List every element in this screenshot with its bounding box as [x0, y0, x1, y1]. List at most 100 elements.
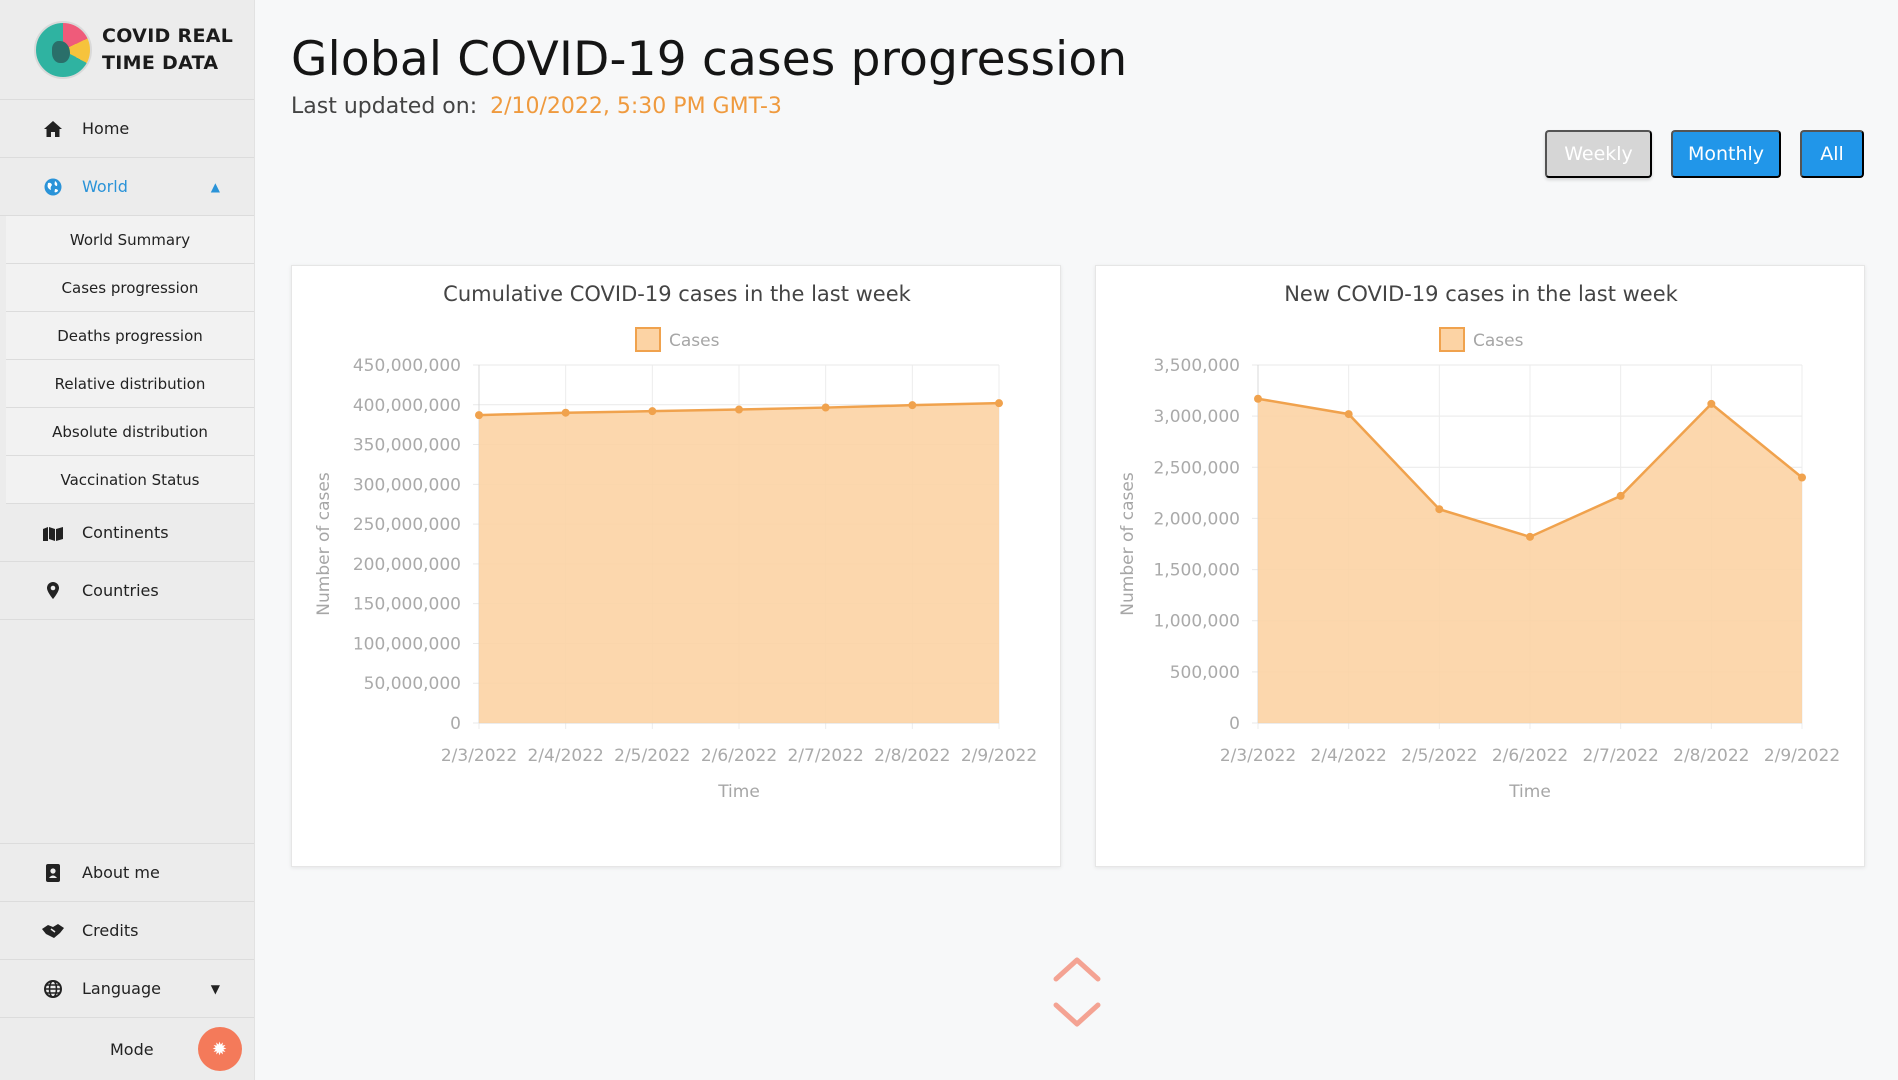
- data-point[interactable]: [1616, 491, 1625, 500]
- all-button[interactable]: All: [1800, 130, 1864, 178]
- data-point[interactable]: [735, 405, 743, 414]
- data-point[interactable]: [908, 401, 917, 410]
- sidebar-item-label: World: [82, 177, 128, 196]
- legend-label: Cases: [669, 331, 720, 351]
- y-tick-label: 250,000,000: [353, 515, 461, 535]
- data-point[interactable]: [1707, 399, 1716, 408]
- brand-line-2: TIME DATA: [102, 51, 219, 74]
- scroll-down-icon[interactable]: [1053, 1002, 1101, 1027]
- chart-legend[interactable]: Cases: [1439, 327, 1524, 352]
- y-tick-label: 1,000,000: [1153, 612, 1240, 632]
- sidebar-subitem-relative-distribution[interactable]: Relative distribution: [6, 360, 254, 408]
- monthly-button[interactable]: Monthly: [1671, 130, 1781, 178]
- y-tick-label: 150,000,000: [353, 595, 461, 615]
- x-tick-label: 2/8/2022: [1673, 746, 1749, 766]
- sidebar-item-language[interactable]: Language ▼: [0, 960, 254, 1018]
- x-tick-label: 2/6/2022: [701, 746, 777, 766]
- brand-logo[interactable]: COVID REAL TIME DATA: [0, 0, 254, 100]
- contact-card-icon: [42, 863, 64, 882]
- y-tick-label: 400,000,000: [353, 396, 461, 416]
- cumulative-cases-chart-card: Cumulative COVID-19 cases in the last we…: [291, 265, 1061, 867]
- y-tick-label: 2,500,000: [1153, 458, 1240, 478]
- sidebar-item-label: Credits: [82, 921, 139, 940]
- data-point[interactable]: [1798, 473, 1806, 482]
- y-tick-label: 2,000,000: [1153, 509, 1240, 529]
- legend-swatch: [1439, 327, 1465, 352]
- x-tick-label: 2/4/2022: [527, 746, 603, 766]
- sidebar-item-label: Countries: [82, 581, 159, 600]
- x-tick-label: 2/6/2022: [1492, 746, 1568, 766]
- home-icon: [42, 120, 64, 137]
- sidebar-subitem-deaths-progression[interactable]: Deaths progression: [6, 312, 254, 360]
- sidebar-item-continents[interactable]: Continents: [0, 504, 254, 562]
- caret-down-icon: ▼: [210, 981, 220, 996]
- sidebar-item-home[interactable]: Home: [0, 100, 254, 158]
- cumulative-cases-chart: Cumulative COVID-19 cases in the last we…: [314, 282, 1037, 802]
- x-tick-label: 2/8/2022: [874, 746, 950, 766]
- series-area: [479, 403, 999, 723]
- x-tick-label: 2/7/2022: [787, 746, 863, 766]
- y-tick-label: 500,000: [1170, 663, 1240, 683]
- brand-name: COVID REAL TIME DATA: [102, 23, 233, 77]
- x-tick-label: 2/4/2022: [1310, 746, 1386, 766]
- chart-legend[interactable]: Cases: [635, 327, 720, 352]
- last-updated-label: Last updated on:: [291, 94, 478, 119]
- sidebar-bottom: About me Credits Language ▼ Mode ✹: [0, 843, 254, 1080]
- x-tick-label: 2/9/2022: [1764, 746, 1840, 766]
- x-tick-label: 2/3/2022: [1220, 746, 1296, 766]
- sidebar-item-about-me[interactable]: About me: [0, 844, 254, 902]
- data-point[interactable]: [475, 411, 483, 420]
- sidebar-subitem-vaccination-status[interactable]: Vaccination Status: [6, 456, 254, 504]
- chart-title: New COVID-19 cases in the last week: [1284, 282, 1678, 306]
- page-title: Global COVID-19 cases progression: [291, 32, 1128, 87]
- sidebar-item-label: Continents: [82, 523, 169, 542]
- sidebar-item-countries[interactable]: Countries: [0, 562, 254, 620]
- brand-line-1: COVID REAL: [102, 24, 234, 47]
- mode-toggle-button[interactable]: ✹: [197, 1027, 242, 1071]
- data-point[interactable]: [561, 408, 570, 417]
- handshake-icon: [42, 923, 64, 939]
- x-tick-label: 2/5/2022: [614, 746, 690, 766]
- caret-up-icon: ▲: [210, 179, 220, 194]
- y-tick-label: 200,000,000: [353, 555, 461, 575]
- data-point[interactable]: [995, 399, 1003, 408]
- y-tick-label: 350,000,000: [353, 436, 461, 456]
- scroll-up-icon[interactable]: [1053, 957, 1101, 982]
- new-cases-chart-card: New COVID-19 cases in the last week Cases…: [1095, 265, 1865, 867]
- x-tick-label: 2/7/2022: [1582, 746, 1658, 766]
- data-point[interactable]: [1344, 410, 1353, 419]
- data-point[interactable]: [821, 403, 830, 412]
- sidebar-item-world[interactable]: World ▲: [0, 158, 254, 216]
- y-axis-label: Number of cases: [314, 472, 334, 616]
- sun-icon: ✹: [212, 1038, 228, 1060]
- scroll-arrows: [1052, 955, 1102, 1039]
- data-point[interactable]: [648, 407, 657, 416]
- series-area: [1258, 398, 1802, 723]
- globe-icon: [42, 178, 64, 196]
- data-point[interactable]: [1526, 532, 1534, 541]
- sidebar-item-label: Language: [82, 979, 161, 998]
- mode-row: Mode ✹: [0, 1018, 254, 1080]
- x-tick-label: 2/3/2022: [441, 746, 517, 766]
- x-tick-label: 2/5/2022: [1401, 746, 1477, 766]
- sidebar-subitem-world-summary[interactable]: World Summary: [6, 216, 254, 264]
- data-point[interactable]: [1254, 394, 1262, 403]
- sidebar-item-credits[interactable]: Credits: [0, 902, 254, 960]
- last-updated: Last updated on: 2/10/2022, 5:30 PM GMT-…: [291, 94, 782, 119]
- weekly-button[interactable]: Weekly: [1545, 130, 1652, 178]
- y-tick-label: 1,500,000: [1153, 561, 1240, 581]
- x-tick-label: 2/9/2022: [961, 746, 1037, 766]
- mode-label: Mode: [110, 1039, 154, 1059]
- data-point[interactable]: [1435, 505, 1444, 514]
- map-pin-icon: [42, 582, 64, 599]
- y-tick-label: 3,000,000: [1153, 407, 1240, 427]
- sidebar-subitem-absolute-distribution[interactable]: Absolute distribution: [6, 408, 254, 456]
- y-tick-label: 0: [450, 714, 461, 734]
- new-cases-chart: New COVID-19 cases in the last week Cases…: [1118, 282, 1840, 802]
- covid-globe-logo-icon: [34, 20, 92, 79]
- last-updated-value: 2/10/2022, 5:30 PM GMT-3: [490, 94, 782, 119]
- x-axis-label: Time: [1508, 782, 1551, 802]
- y-axis-label: Number of cases: [1118, 472, 1138, 616]
- sidebar-subitem-cases-progression[interactable]: Cases progression: [6, 264, 254, 312]
- y-tick-label: 100,000,000: [353, 634, 461, 654]
